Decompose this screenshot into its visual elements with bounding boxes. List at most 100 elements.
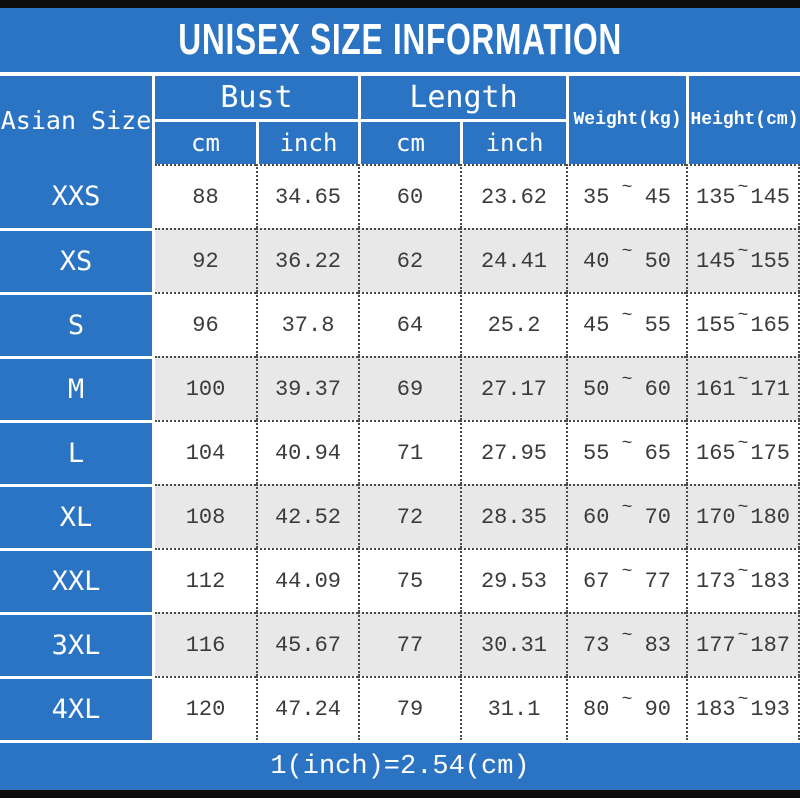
- length-inch-cell: 30.31: [460, 612, 566, 676]
- header-bust: Bust: [155, 76, 358, 122]
- height-range-cell: 135 ~145: [686, 164, 800, 228]
- tilde-icon: ~: [737, 242, 749, 262]
- length-cm-cell: 69: [358, 356, 460, 420]
- table-row: S 96 37.8 64 25.2 45 ~55 155 ~165: [0, 292, 800, 356]
- height-min: 145: [696, 248, 736, 274]
- height-max: 187: [750, 632, 790, 658]
- size-cell: XS: [0, 228, 155, 292]
- table-row: XS 92 36.22 62 24.41 40 ~50 145 ~155: [0, 228, 800, 292]
- bust-inch-cell: 47.24: [256, 676, 358, 740]
- length-inch-cell: 24.41: [460, 228, 566, 292]
- height-max: 183: [750, 568, 790, 594]
- bust-inch-cell: 42.52: [256, 484, 358, 548]
- length-inch-cell: 29.53: [460, 548, 566, 612]
- weight-min: 60: [583, 504, 610, 530]
- tilde-icon: ~: [621, 626, 633, 646]
- bust-cm-cell: 116: [155, 612, 256, 676]
- weight-max: 90: [644, 696, 671, 722]
- header-height: Height(cm): [686, 76, 800, 164]
- height-max: 145: [750, 184, 790, 210]
- height-max: 180: [750, 504, 790, 530]
- weight-max: 70: [644, 504, 671, 530]
- divider-line: [0, 72, 800, 76]
- table-row: XXL 112 44.09 75 29.53 67 ~77 173 ~183: [0, 548, 800, 612]
- bust-inch-cell: 45.67: [256, 612, 358, 676]
- tilde-icon: ~: [621, 306, 633, 326]
- table-row: L 104 40.94 71 27.95 55 ~65 165 ~175: [0, 420, 800, 484]
- bust-inch-cell: 34.65: [256, 164, 358, 228]
- height-max: 175: [750, 440, 790, 466]
- subheader-length-inch: inch: [460, 122, 566, 164]
- size-cell: M: [0, 356, 155, 420]
- height-range-cell: 161 ~171: [686, 356, 800, 420]
- weight-min: 67: [583, 568, 610, 594]
- weight-range-cell: 35 ~45: [566, 164, 686, 228]
- height-max: 193: [750, 696, 790, 722]
- bust-inch-cell: 36.22: [256, 228, 358, 292]
- table-row: M 100 39.37 69 27.17 50 ~60 161 ~171: [0, 356, 800, 420]
- page-title: UNISEX SIZE INFORMATION: [178, 15, 622, 64]
- bust-inch-cell: 37.8: [256, 292, 358, 356]
- weight-max: 60: [644, 376, 671, 402]
- bust-inch-cell: 40.94: [256, 420, 358, 484]
- size-cell: XXL: [0, 548, 155, 612]
- weight-min: 73: [583, 632, 610, 658]
- height-range-cell: 177 ~187: [686, 612, 800, 676]
- length-inch-cell: 27.95: [460, 420, 566, 484]
- conversion-note: 1(inch)=2.54(cm): [270, 751, 530, 782]
- table-row: XXS 88 34.65 60 23.62 35 ~45 135 ~145: [0, 164, 800, 228]
- weight-min: 50: [583, 376, 610, 402]
- weight-min: 35: [583, 184, 610, 210]
- subheader-length-cm: cm: [358, 122, 460, 164]
- height-min: 173: [696, 568, 736, 594]
- height-min: 135: [696, 184, 736, 210]
- tilde-icon: ~: [737, 370, 749, 390]
- size-cell: XXS: [0, 164, 155, 228]
- top-black-bar: [0, 0, 800, 8]
- bust-cm-cell: 100: [155, 356, 256, 420]
- weight-range-cell: 50 ~60: [566, 356, 686, 420]
- size-cell: L: [0, 420, 155, 484]
- length-cm-cell: 77: [358, 612, 460, 676]
- weight-range-cell: 55 ~65: [566, 420, 686, 484]
- tilde-icon: ~: [621, 178, 633, 198]
- weight-min: 40: [583, 248, 610, 274]
- weight-range-cell: 80 ~90: [566, 676, 686, 740]
- height-min: 177: [696, 632, 736, 658]
- tilde-icon: ~: [737, 178, 749, 198]
- bust-cm-cell: 120: [155, 676, 256, 740]
- height-max: 165: [750, 312, 790, 338]
- height-range-cell: 165 ~175: [686, 420, 800, 484]
- height-range-cell: 145 ~155: [686, 228, 800, 292]
- table-body: XXS 88 34.65 60 23.62 35 ~45 135 ~145 XS 92 36.22 62…: [0, 164, 800, 740]
- bust-cm-cell: 88: [155, 164, 256, 228]
- size-cell: S: [0, 292, 155, 356]
- height-range-cell: 155 ~165: [686, 292, 800, 356]
- tilde-icon: ~: [737, 434, 749, 454]
- subheader-bust-cm: cm: [155, 122, 256, 164]
- bust-cm-cell: 92: [155, 228, 256, 292]
- height-max: 155: [750, 248, 790, 274]
- weight-max: 65: [644, 440, 671, 466]
- size-cell: 4XL: [0, 676, 155, 740]
- tilde-icon: ~: [737, 498, 749, 518]
- height-min: 183: [696, 696, 736, 722]
- weight-min: 80: [583, 696, 610, 722]
- length-cm-cell: 62: [358, 228, 460, 292]
- height-min: 155: [696, 312, 736, 338]
- bust-inch-cell: 39.37: [256, 356, 358, 420]
- weight-max: 50: [644, 248, 671, 274]
- weight-range-cell: 67 ~77: [566, 548, 686, 612]
- tilde-icon: ~: [737, 690, 749, 710]
- bottom-black-bar: [0, 790, 800, 798]
- bust-cm-cell: 96: [155, 292, 256, 356]
- footer-band: 1(inch)=2.54(cm): [0, 740, 800, 790]
- size-cell: 3XL: [0, 612, 155, 676]
- tilde-icon: ~: [621, 690, 633, 710]
- table-row: 3XL 116 45.67 77 30.31 73 ~83 177 ~187: [0, 612, 800, 676]
- length-inch-cell: 23.62: [460, 164, 566, 228]
- size-cell: XL: [0, 484, 155, 548]
- length-inch-cell: 25.2: [460, 292, 566, 356]
- height-range-cell: 183 ~193: [686, 676, 800, 740]
- tilde-icon: ~: [621, 498, 633, 518]
